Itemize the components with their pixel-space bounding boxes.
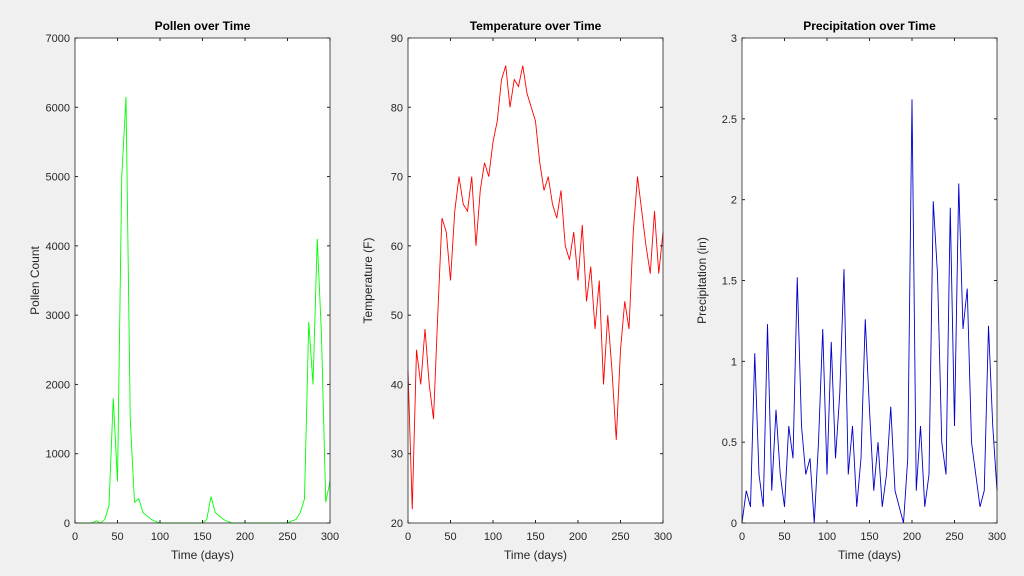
y-tick-label: 2.5 — [722, 114, 737, 126]
chart-title: Pollen over Time — [155, 19, 251, 33]
x-tick-label: 200 — [569, 531, 587, 543]
y-tick-label: 80 — [391, 102, 403, 114]
data-line — [741, 99, 998, 524]
x-axis-label: Time (days) — [838, 548, 901, 562]
y-tick-label: 50 — [391, 310, 403, 322]
x-tick-label: 300 — [321, 531, 339, 543]
y-tick-label: 5000 — [46, 172, 70, 184]
x-tick-label: 150 — [860, 531, 878, 543]
x-tick-label: 200 — [236, 531, 254, 543]
y-tick-label: 0 — [64, 518, 70, 530]
x-tick-label: 50 — [444, 531, 456, 543]
x-tick-label: 100 — [151, 531, 169, 543]
x-axis-label: Time (days) — [504, 548, 567, 562]
x-tick-label: 200 — [903, 531, 921, 543]
y-tick-label: 1000 — [46, 449, 70, 461]
chart-title: Precipitation over Time — [803, 19, 936, 33]
x-tick-label: 100 — [818, 531, 836, 543]
y-tick-label: 90 — [391, 33, 403, 45]
y-tick-label: 2 — [731, 195, 737, 207]
x-tick-label: 300 — [988, 531, 1006, 543]
x-tick-label: 250 — [278, 531, 296, 543]
x-tick-label: 150 — [526, 531, 544, 543]
x-tick-label: 0 — [72, 531, 78, 543]
x-tick-label: 250 — [945, 531, 963, 543]
y-axis-label: Pollen Count — [28, 245, 42, 314]
x-tick-label: 0 — [405, 531, 411, 543]
y-tick-label: 1.5 — [722, 276, 737, 288]
x-tick-label: 50 — [778, 531, 790, 543]
x-tick-label: 100 — [484, 531, 502, 543]
y-tick-label: 70 — [391, 172, 403, 184]
x-tick-label: 300 — [654, 531, 672, 543]
x-tick-label: 50 — [111, 531, 123, 543]
plot-area — [408, 38, 663, 523]
y-tick-label: 60 — [391, 241, 403, 253]
plot-area — [75, 38, 330, 523]
plot-area — [742, 38, 997, 523]
y-tick-label: 40 — [391, 379, 403, 391]
x-tick-label: 150 — [193, 531, 211, 543]
y-axis-label: Precipitation (in) — [695, 237, 709, 324]
data-line — [407, 65, 664, 510]
y-tick-label: 7000 — [46, 33, 70, 45]
y-tick-label: 0.5 — [722, 437, 737, 449]
y-tick-label: 0 — [731, 518, 737, 530]
y-tick-label: 20 — [391, 518, 403, 530]
x-axis-label: Time (days) — [171, 548, 234, 562]
y-tick-label: 3 — [731, 33, 737, 45]
y-tick-label: 30 — [391, 449, 403, 461]
x-tick-label: 250 — [611, 531, 629, 543]
y-axis-label: Temperature (F) — [361, 237, 375, 323]
y-tick-label: 6000 — [46, 102, 70, 114]
y-tick-label: 2000 — [46, 379, 70, 391]
chart-title: Temperature over Time — [470, 19, 602, 33]
y-tick-label: 4000 — [46, 241, 70, 253]
y-tick-label: 1 — [731, 356, 737, 368]
y-tick-label: 3000 — [46, 310, 70, 322]
x-tick-label: 0 — [739, 531, 745, 543]
